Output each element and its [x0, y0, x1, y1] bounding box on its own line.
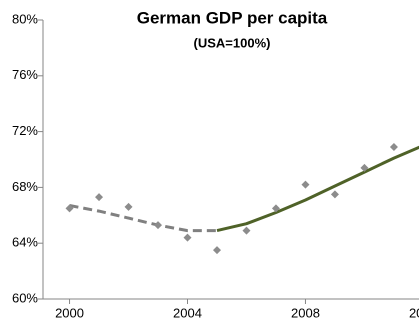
x-tick-label: 2000 [55, 305, 84, 320]
y-tick-label: 72% [12, 123, 38, 138]
data-point [154, 221, 163, 230]
data-point [271, 204, 280, 213]
chart-subtitle: (USA=100%) [194, 35, 271, 50]
x-tick-label: 2008 [291, 305, 320, 320]
y-tick-label: 80% [12, 11, 38, 26]
x-tick-label: 2012 [409, 305, 419, 320]
y-tick-label: 64% [12, 235, 38, 250]
data-point [95, 193, 104, 202]
trend-line [69, 204, 217, 233]
data-point [124, 202, 133, 211]
y-tick-label: 68% [12, 179, 38, 194]
data-point [242, 226, 251, 235]
data-point [212, 246, 221, 255]
y-tick-label: 60% [12, 290, 38, 305]
data-point [389, 142, 398, 151]
data-point [183, 233, 192, 242]
y-tick-label: 76% [12, 67, 38, 82]
chart-title: German GDP per capita [137, 8, 328, 27]
data-point [330, 190, 339, 199]
data-point [301, 180, 310, 189]
data-point [65, 204, 74, 213]
data-point [360, 163, 369, 172]
x-tick-label: 2004 [173, 305, 202, 320]
trend-line [216, 145, 419, 233]
